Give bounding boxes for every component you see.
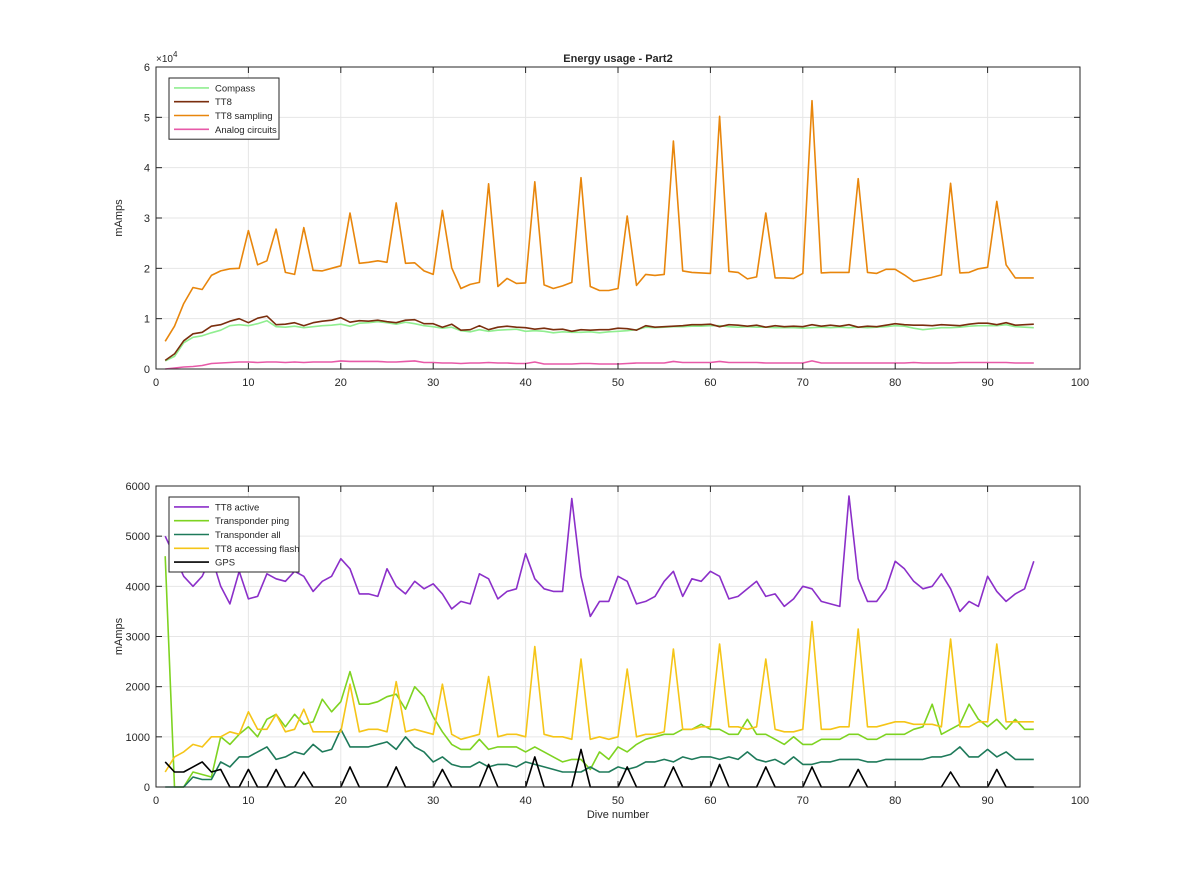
x-tick-label: 80	[889, 795, 901, 807]
legend-label: GPS	[215, 558, 235, 569]
y-tick-label: 2000	[126, 682, 150, 694]
legend-label: TT8 sampling	[215, 111, 273, 122]
x-tick-label: 40	[519, 377, 531, 389]
y-exponent-base: ×10	[156, 54, 173, 65]
y-exponent-label: ×104	[156, 50, 178, 65]
x-tick-label: 30	[427, 377, 439, 389]
x-tick-label: 20	[335, 795, 347, 807]
legend-label: Compass	[215, 83, 255, 94]
y-exponent-power: 4	[173, 50, 178, 59]
legend-label: TT8 active	[215, 502, 259, 513]
legend-label: Transponder ping	[215, 516, 289, 527]
y-axis-label: mAmps	[113, 617, 125, 655]
bottom-chart-dive-currents: 0 10 20 30 40 50 60 70 80 90 100010002000300040005…	[113, 481, 1089, 821]
legend-label: TT8	[215, 97, 232, 108]
y-tick-label: 0	[144, 364, 150, 376]
y-tick-label: 3000	[126, 632, 150, 644]
x-tick-label: 100	[1071, 377, 1089, 389]
x-tick-label: 70	[797, 795, 809, 807]
series-line-tt8	[164, 315, 1034, 362]
chart-title: Energy usage - Part2	[563, 53, 672, 65]
x-tick-label: 50	[612, 377, 624, 389]
series-line-compass	[164, 319, 1034, 362]
x-tick-label: 90	[981, 377, 993, 389]
y-tick-label: 6	[144, 62, 150, 74]
y-tick-label: 5000	[126, 531, 150, 543]
y-tick-label: 4	[144, 163, 150, 175]
x-tick-label: 0	[153, 795, 159, 807]
y-tick-label: 5	[144, 112, 150, 124]
y-tick-label: 3	[144, 213, 150, 225]
legend-label: TT8 accessing flash	[215, 544, 299, 555]
series-line-analog-circuits	[165, 360, 1034, 370]
y-tick-label: 1	[144, 314, 150, 326]
y-tick-label: 2	[144, 263, 150, 275]
x-tick-label: 0	[153, 377, 159, 389]
legend: Compass TT8 TT8 sampling Analog circuits	[168, 77, 280, 140]
x-tick-label: 60	[704, 795, 716, 807]
x-tick-label: 30	[427, 795, 439, 807]
x-tick-label: 60	[704, 377, 716, 389]
legend: TT8 active Transponder ping Transponder al…	[168, 496, 300, 573]
x-tick-label: 20	[335, 377, 347, 389]
series-line-tt8-sampling	[164, 99, 1034, 342]
legend-label: Analog circuits	[215, 125, 277, 136]
x-tick-label: 70	[797, 377, 809, 389]
legend-label: Transponder all	[215, 530, 281, 541]
y-tick-label: 1000	[126, 732, 150, 744]
x-axis-label: Dive number	[587, 809, 650, 821]
x-tick-label: 40	[519, 795, 531, 807]
x-tick-label: 90	[981, 795, 993, 807]
x-tick-label: 80	[889, 377, 901, 389]
y-axis-label: mAmps	[113, 199, 125, 237]
x-tick-label: 100	[1071, 795, 1089, 807]
x-tick-label: 10	[242, 795, 254, 807]
series-line-tt8-active	[164, 495, 1035, 618]
series-line-transponder-all	[165, 728, 1034, 788]
x-tick-label: 50	[612, 795, 624, 807]
x-tick-label: 10	[242, 377, 254, 389]
y-tick-label: 0	[144, 782, 150, 794]
y-tick-label: 4000	[126, 581, 150, 593]
series-line-tt8-accessing-flash	[164, 620, 1034, 773]
y-tick-label: 6000	[126, 481, 150, 493]
